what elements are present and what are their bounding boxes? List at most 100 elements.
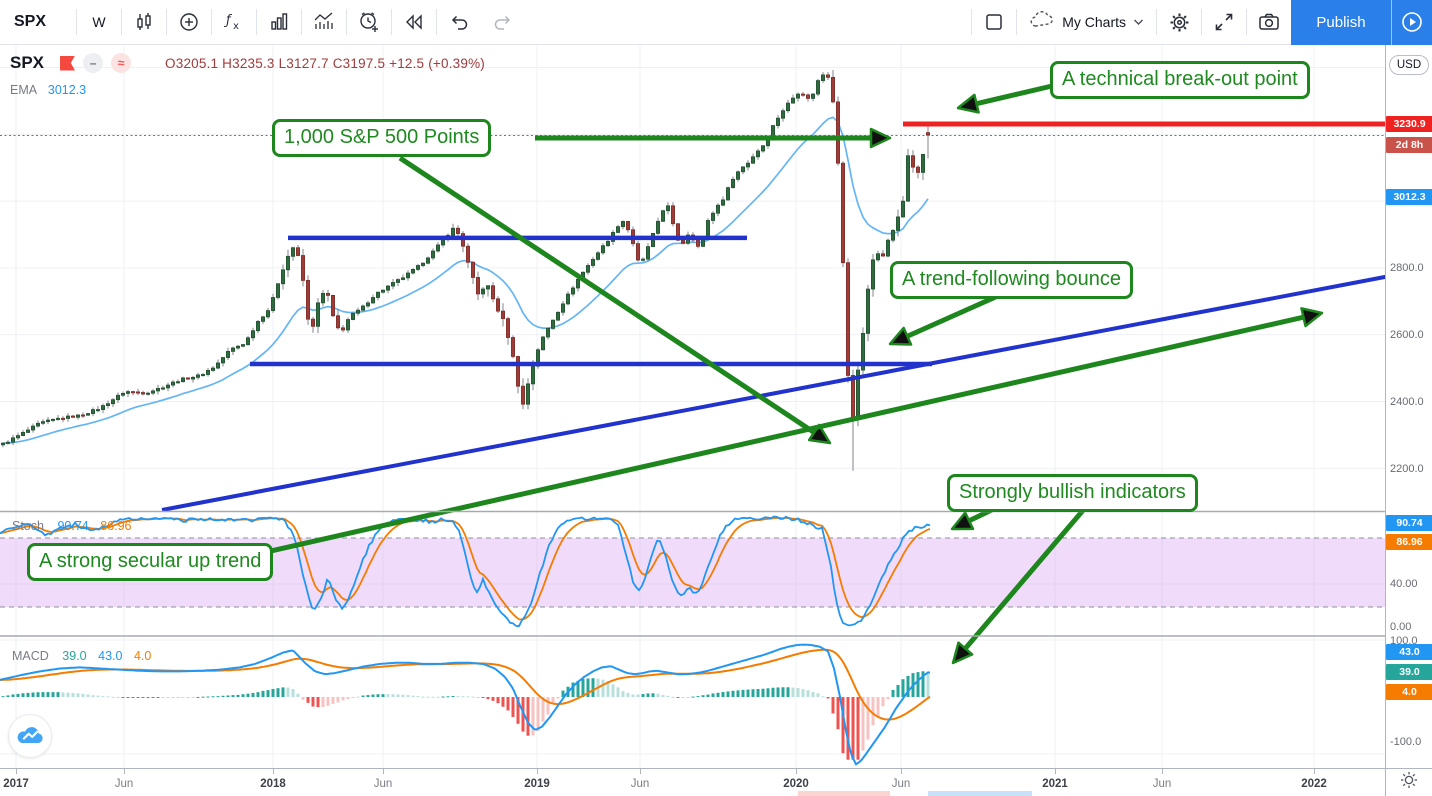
my-charts-label: My Charts	[1062, 14, 1126, 30]
time-tick	[273, 769, 274, 774]
macd-legend[interactable]: MACD 39.0 43.0 4.0	[12, 649, 151, 663]
fullscreen-icon[interactable]	[1202, 3, 1246, 41]
gear-icon[interactable]	[1157, 3, 1201, 41]
toolbar-separator	[301, 9, 303, 35]
toolbar-separator	[1201, 9, 1202, 35]
price-axis[interactable]: USD 3230.9 2d 8h 3012.3 2800.0 2600.0 2400.0 2…	[1385, 45, 1432, 768]
stoch-label: Stoch	[12, 519, 44, 533]
macd-signal-value: 4.0	[133, 649, 152, 663]
toolbar-separator	[211, 9, 213, 35]
timeline-range-highlight	[798, 791, 890, 796]
chart-legend: SPX – ≈ O3205.1 H3235.3 L3127.7 C3197.5 …	[10, 50, 485, 97]
play-circle-icon[interactable]	[1391, 0, 1432, 45]
svg-text:x: x	[233, 21, 239, 32]
candles-style-icon[interactable]	[122, 3, 166, 41]
stoch-legend[interactable]: Stoch 90.74 86.96	[12, 519, 132, 533]
price-axis-label: 40.00	[1390, 578, 1418, 590]
time-tick	[796, 769, 797, 774]
ema-legend[interactable]: EMA 3012.3	[10, 83, 485, 97]
price-axis-label: 4.0	[1386, 684, 1432, 700]
toolbar-separator	[1246, 9, 1247, 35]
price-axis-label: 2800.0	[1390, 262, 1424, 274]
add-circle-icon[interactable]	[167, 3, 211, 41]
toolbar-separator	[1156, 9, 1157, 35]
legend-ohlc-values: O3205.1 H3235.3 L3127.7 C3197.5 +12.5 (+…	[165, 55, 485, 71]
toolbar-separator	[971, 9, 973, 35]
annotation-bullish[interactable]: Strongly bullish indicators	[947, 474, 1198, 512]
ema-label: EMA	[10, 83, 37, 97]
legend-symbol[interactable]: SPX	[10, 53, 45, 72]
time-axis-label: Jun	[891, 778, 911, 790]
time-axis[interactable]: 2017 Jun 2018 Jun 2019 Jun 2020 Jun 2021 Jun 2022	[0, 768, 1385, 796]
stoch-d-value: 86.96	[100, 519, 132, 533]
toolbar-separator	[1016, 9, 1018, 35]
price-axis-label: 86.96	[1386, 534, 1432, 550]
compare-bars-icon[interactable]	[257, 3, 301, 41]
toolbar-separator	[121, 9, 123, 35]
macd-label: MACD	[12, 649, 49, 663]
toolbar-separator	[436, 9, 438, 35]
time-tick	[1162, 769, 1163, 774]
price-axis-label: 3012.3	[1386, 189, 1432, 205]
indicator-templates-icon[interactable]	[302, 3, 346, 41]
cloud-dashed-icon	[1029, 10, 1055, 35]
price-axis-label: 43.0	[1386, 644, 1432, 660]
time-axis-label: Jun	[1152, 778, 1172, 790]
price-axis-label: 2400.0	[1390, 396, 1424, 408]
time-axis-label: Jun	[373, 778, 393, 790]
time-tick	[124, 769, 125, 774]
hide-series-icon[interactable]: –	[83, 53, 104, 73]
time-axis-label: 2018	[260, 778, 286, 790]
chart-canvas[interactable]	[0, 45, 1391, 768]
price-axis-label: 2d 8h	[1386, 137, 1432, 153]
annotation-bounce[interactable]: A trend-following bounce	[890, 261, 1134, 299]
macd-hist-value: 39.0	[62, 649, 87, 663]
annotation-secular[interactable]: A strong secular up trend	[27, 543, 274, 581]
sun-icon[interactable]	[1400, 771, 1418, 794]
time-axis-label: 2020	[783, 778, 809, 790]
layout-square-icon[interactable]	[972, 3, 1016, 41]
time-axis-label: 2017	[3, 778, 29, 790]
currency-button[interactable]: USD	[1389, 55, 1429, 75]
redo-icon[interactable]	[481, 3, 525, 41]
time-tick	[537, 769, 538, 774]
top-toolbar: SPX W ƒ x	[0, 0, 1432, 45]
bar-replay-icon[interactable]	[392, 3, 436, 41]
time-axis-label: 2022	[1301, 778, 1327, 790]
symbol-button[interactable]: SPX	[14, 13, 47, 30]
price-axis-label: -100.0	[1390, 736, 1422, 748]
ema-value: 3012.3	[47, 83, 87, 97]
toolbar-separator	[76, 9, 78, 35]
annotation-points[interactable]: 1,000 S&P 500 Points	[272, 119, 492, 157]
toolbar-separator	[346, 9, 348, 35]
toolbar-separator	[256, 9, 258, 35]
time-tick	[640, 769, 641, 774]
time-tick	[1055, 769, 1056, 774]
time-axis-label: 2019	[524, 778, 550, 790]
my-charts-button[interactable]: My Charts	[1017, 10, 1156, 35]
fx-indicators-icon[interactable]: ƒ x	[212, 3, 256, 41]
toolbar-separator	[391, 9, 393, 35]
time-tick	[383, 769, 384, 774]
price-axis-label: 2600.0	[1390, 329, 1424, 341]
publish-button[interactable]: Publish	[1291, 0, 1391, 45]
annotation-breakout[interactable]: A technical break-out point	[1050, 61, 1310, 99]
macd-value: 43.0	[98, 649, 123, 663]
undo-icon[interactable]	[437, 3, 481, 41]
axis-corner[interactable]	[1385, 768, 1432, 796]
svg-text:ƒ: ƒ	[223, 13, 233, 28]
interval-button[interactable]: W	[92, 14, 106, 30]
flag-icon[interactable]	[60, 55, 76, 71]
camera-icon[interactable]	[1247, 3, 1291, 41]
price-axis-label: 2200.0	[1390, 463, 1424, 475]
time-axis-label: 2021	[1042, 778, 1068, 790]
alert-clock-icon[interactable]	[347, 3, 391, 41]
cloud-sync-button[interactable]	[8, 714, 52, 758]
time-tick	[16, 769, 17, 774]
time-axis-label: Jun	[630, 778, 650, 790]
time-tick	[901, 769, 902, 774]
stoch-k-value: 90.74	[57, 519, 89, 533]
timeline-range-highlight	[928, 791, 1032, 796]
similar-series-icon[interactable]: ≈	[111, 53, 132, 73]
